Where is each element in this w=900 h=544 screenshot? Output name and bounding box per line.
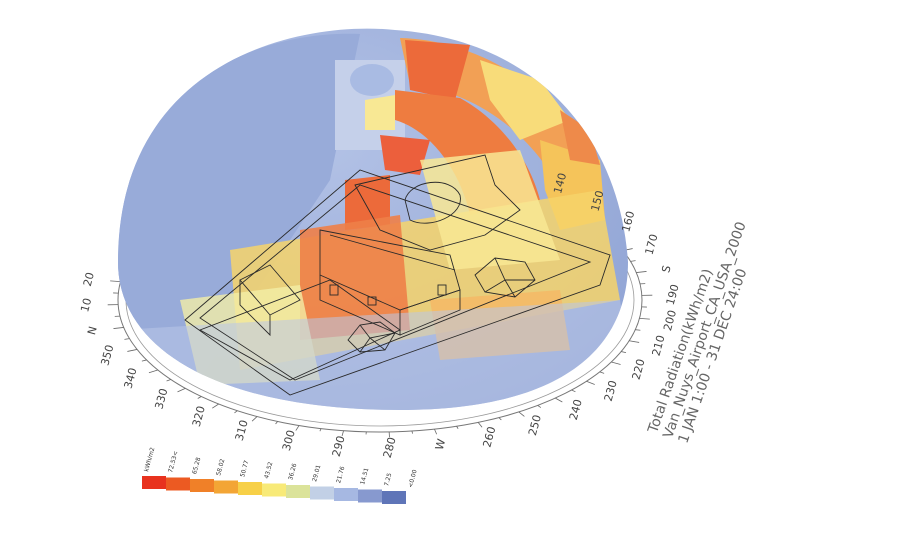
compass-tick [198, 397, 202, 399]
compass-tick [142, 360, 147, 361]
legend-value: 72.53< [167, 450, 180, 473]
legend-value: 58.02 [215, 458, 226, 477]
compass-degree-label: 10 [78, 297, 94, 314]
legend-value: 50.77 [239, 459, 250, 478]
compass-tick [296, 426, 299, 431]
compass-tick [178, 388, 186, 392]
compass-tick [538, 405, 541, 407]
compass-tick [478, 422, 482, 427]
legend-swatch [334, 488, 358, 501]
compass-degree-label: 230 [602, 379, 620, 403]
compass-degree-label: 190 [664, 283, 682, 307]
compass-tick [276, 422, 278, 424]
compass-tick [212, 404, 218, 408]
legend-value: 65.28 [191, 456, 202, 475]
compass-cardinal-label: S [659, 264, 673, 274]
legend-swatch [142, 476, 166, 489]
compass-tick [113, 327, 123, 328]
warm-arc [365, 95, 395, 130]
compass-tick [499, 418, 501, 420]
compass-tick [234, 411, 237, 413]
compass-degree-label: 310 [233, 419, 251, 443]
compass-tick [635, 330, 640, 331]
legend-swatch [382, 491, 406, 504]
compass-degree-label: 220 [630, 357, 648, 381]
compass-degree-label: 330 [152, 387, 170, 411]
compass-tick [342, 431, 343, 436]
compass-tick [519, 412, 525, 416]
legend-value: 14.51 [359, 467, 370, 486]
compass-degree-label: 340 [122, 366, 140, 390]
legend-swatch [190, 479, 214, 492]
zenith-patch [350, 64, 394, 96]
legend-swatch [262, 484, 286, 497]
compass-tick [611, 362, 620, 364]
compass-tick [124, 339, 129, 340]
legend-swatch [310, 487, 334, 500]
compass-tick [586, 381, 594, 384]
compass-tick [572, 390, 576, 392]
compass-degree-label: 260 [480, 425, 498, 449]
compass-tick [555, 398, 562, 402]
legend-swatch [286, 485, 310, 498]
compass-degree-label: 280 [381, 436, 399, 460]
compass-degree-label: 250 [526, 413, 544, 437]
compass-tick [252, 417, 257, 422]
compass-degree-label: 160 [619, 210, 637, 234]
compass-degree-label: 210 [650, 334, 668, 358]
legend: kWh/m2 72.53< 65.28 58.02 50.77 43.52 36.26 29.… [142, 446, 419, 504]
compass-tick [149, 370, 158, 373]
legend-swatch [214, 481, 238, 494]
legend-value: 21.76 [335, 465, 346, 484]
compass-degree-label: 350 [98, 343, 116, 367]
legend-unit: kWh/m2 [143, 446, 156, 472]
legend-swatch [238, 482, 262, 495]
compass-tick [434, 429, 436, 434]
legend-value: 7.25 [383, 472, 393, 487]
compass-tick [110, 281, 120, 282]
compass-degree-label: 240 [567, 398, 585, 422]
legend-value: <0.00 [407, 469, 419, 489]
compass-tick [167, 379, 171, 381]
dome-patches [118, 34, 640, 420]
compass-degree-label: 170 [643, 233, 661, 257]
compass-degree-label: 320 [190, 405, 208, 429]
compass-tick [636, 271, 646, 272]
compass-tick [629, 341, 639, 343]
compass-tick [127, 349, 137, 351]
compass-degree-label: 200 [661, 309, 679, 333]
compass-cardinal-label: W [433, 437, 448, 451]
compass-degree-label: 300 [280, 429, 298, 453]
compass-cardinal-label: N [85, 325, 100, 336]
compass-tick [631, 261, 636, 262]
compass-tick [621, 352, 626, 353]
compass-degree-label: 290 [330, 434, 348, 458]
legend-swatch [358, 490, 382, 503]
compass-tick [600, 372, 604, 373]
legend-value: 36.26 [287, 462, 298, 481]
legend-value: 43.52 [263, 461, 274, 480]
legend-value: 29.01 [311, 464, 322, 483]
legend-swatch [166, 478, 190, 491]
compass-tick [639, 318, 649, 319]
compass-degree-label: 20 [81, 271, 97, 288]
